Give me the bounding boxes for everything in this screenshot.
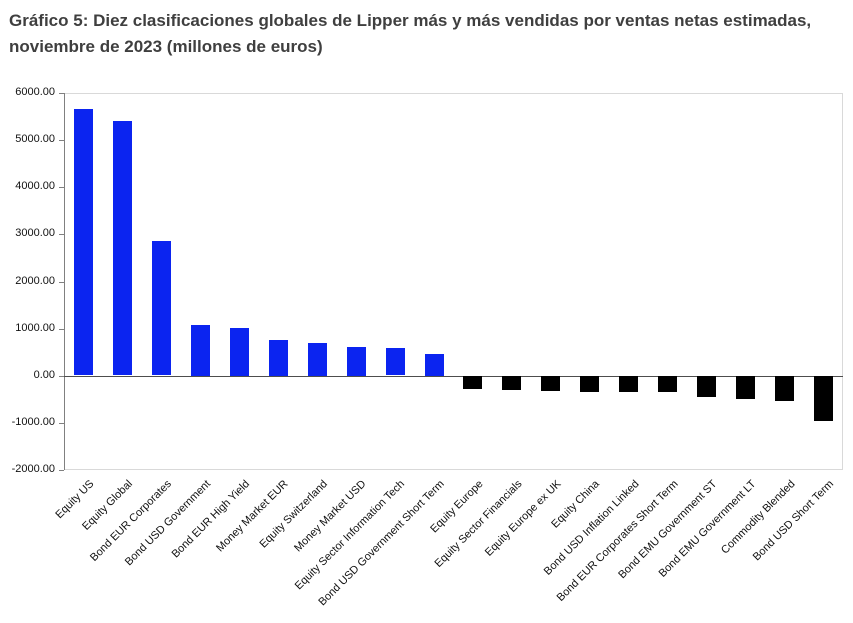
y-axis-line <box>64 93 65 470</box>
bar <box>463 376 482 389</box>
bar <box>814 376 833 421</box>
y-tick-mark <box>59 281 64 283</box>
x-axis-label: Bond USD Short Term <box>750 478 837 564</box>
y-tick-mark <box>59 187 64 189</box>
y-tick-mark <box>59 234 64 236</box>
x-axis-label: Commodity Blended <box>718 478 798 557</box>
y-tick-mark <box>59 470 64 471</box>
y-axis-tick-label: 5000.00 <box>15 133 55 146</box>
bar <box>619 376 638 392</box>
bar <box>580 376 599 392</box>
bar <box>425 354 444 376</box>
bar <box>191 325 210 376</box>
plot-area <box>64 93 843 470</box>
bar <box>697 376 716 397</box>
y-axis-tick-label: -1000.00 <box>11 415 55 428</box>
bar <box>658 376 677 392</box>
y-tick-mark <box>59 93 64 94</box>
y-axis-tick-label: -2000.00 <box>11 463 55 475</box>
y-tick-mark <box>59 422 64 424</box>
x-axis-label: Money Market EUR <box>214 478 291 555</box>
y-axis-tick-label: 0.00 <box>33 368 55 381</box>
bar <box>230 328 249 376</box>
x-axis-label: Equity Switzerland <box>257 478 330 551</box>
zero-line <box>64 376 843 377</box>
bar <box>347 347 366 376</box>
bar <box>113 121 132 375</box>
y-axis-tick-label: 6000.00 <box>15 86 55 98</box>
x-axis-label: Money Market USD <box>292 478 369 555</box>
bar <box>152 241 171 375</box>
y-axis-tick-label: 1000.00 <box>15 321 55 334</box>
bar <box>386 348 405 375</box>
bar <box>775 376 794 401</box>
y-tick-mark <box>59 140 64 142</box>
bar <box>736 376 755 399</box>
chart-title: Gráfico 5: Diez clasificaciones globales… <box>9 11 812 57</box>
y-axis-tick-label: 4000.00 <box>15 180 55 193</box>
bar <box>541 376 560 391</box>
bar <box>502 376 521 390</box>
y-tick-mark <box>59 328 64 330</box>
bar <box>74 109 93 375</box>
y-axis-tick-label: 2000.00 <box>15 274 55 287</box>
y-tick-mark <box>59 375 64 377</box>
y-axis-tick-label: 3000.00 <box>15 227 55 240</box>
bar <box>308 343 327 376</box>
bar <box>269 340 288 376</box>
